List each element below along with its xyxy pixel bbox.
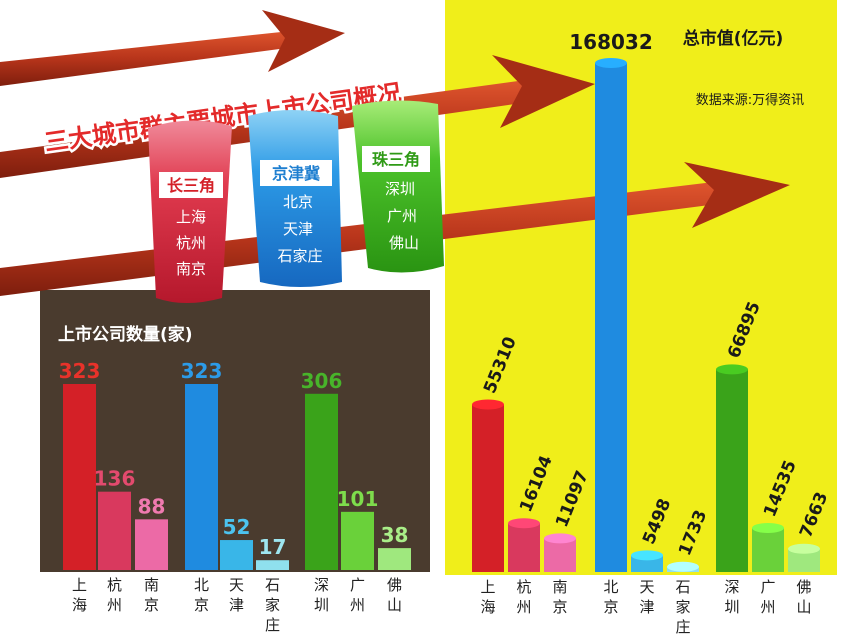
count-category-label: 津 (229, 596, 244, 614)
count-value-label: 17 (259, 535, 287, 559)
count-value-label: 323 (181, 359, 223, 383)
count-axis-background (0, 572, 445, 638)
count-category-label: 海 (72, 596, 87, 614)
count-category-label: 天 (229, 576, 244, 594)
count-category-label: 州 (107, 596, 122, 614)
count-value-label: 88 (138, 494, 166, 518)
count-bar (305, 393, 338, 570)
cap-bar-top (716, 364, 748, 375)
count-category-label: 家 (265, 596, 280, 614)
count-value-label: 38 (381, 523, 409, 547)
count-bar (63, 384, 96, 570)
cap-category-label: 圳 (724, 598, 739, 616)
cap-bar (752, 527, 784, 572)
group-name-pearl: 珠三角 (372, 150, 420, 169)
group-city: 天津 (283, 220, 313, 238)
count-category-label: 广 (350, 576, 365, 594)
cap-category-label: 州 (760, 598, 775, 616)
count-value-label: 136 (94, 467, 136, 491)
cap-bar (716, 369, 748, 572)
cap-bar (508, 523, 540, 572)
count-category-label: 北 (194, 576, 209, 594)
count-category-label: 圳 (314, 596, 329, 614)
cap-category-label: 家 (675, 598, 690, 616)
count-category-label: 京 (144, 596, 159, 614)
cap-category-label: 杭 (516, 578, 531, 596)
count-value-label: 306 (301, 369, 343, 393)
count-bar (135, 519, 168, 570)
cap-bar-top (595, 58, 627, 68)
cap-bar-top (631, 550, 663, 561)
cap-category-label: 津 (639, 598, 654, 616)
count-bar (256, 560, 289, 570)
cap-category-label: 广 (760, 578, 775, 596)
count-value-label: 101 (337, 487, 379, 511)
cap-category-label: 京 (552, 598, 567, 616)
cap-category-label: 州 (516, 598, 531, 616)
count-category-label: 上 (72, 576, 87, 594)
cap-bar-top (472, 399, 504, 410)
cap-bar (595, 63, 627, 572)
cap-bar-top (667, 561, 699, 572)
count-category-label: 山 (387, 596, 402, 614)
count-category-label: 南 (144, 576, 159, 594)
cap-axis-background (445, 575, 837, 638)
group-city: 广州 (387, 207, 417, 225)
count-category-label: 庄 (265, 616, 280, 634)
group-city: 佛山 (389, 234, 419, 252)
count-chart-title: 上市公司数量(家) (58, 324, 193, 345)
group-city: 上海 (176, 208, 206, 226)
cap-bar-top (508, 518, 540, 529)
cap-bar (472, 404, 504, 572)
group-city: 深圳 (385, 180, 415, 198)
cap-chart-title: 总市值(亿元) (683, 28, 784, 49)
cap-category-label: 海 (480, 598, 495, 616)
count-category-label: 佛 (387, 576, 402, 594)
group-city: 杭州 (176, 234, 206, 252)
cap-bar (788, 548, 820, 572)
cap-category-label: 佛 (796, 578, 811, 596)
arrow-top (0, 10, 345, 86)
cap-value-label: 168032 (569, 30, 653, 54)
cap-category-label: 北 (603, 578, 618, 596)
cap-category-label: 庄 (675, 618, 690, 636)
count-category-label: 京 (194, 596, 209, 614)
cap-bar-top (752, 522, 784, 533)
cap-category-label: 京 (603, 598, 618, 616)
count-bar (185, 384, 218, 570)
count-category-label: 杭 (107, 576, 122, 594)
group-tag-yangtze: 长三角 上海 杭州 南京 (148, 120, 232, 303)
cap-category-label: 深 (724, 578, 739, 596)
group-city: 北京 (283, 193, 313, 211)
count-category-label: 深 (314, 576, 329, 594)
cap-category-label: 南 (552, 578, 567, 596)
group-tag-pearl: 珠三角 深圳 广州 佛山 (352, 100, 444, 273)
count-category-label: 石 (265, 576, 280, 594)
count-value-label: 52 (223, 515, 251, 539)
group-name-yangtze: 长三角 (167, 176, 215, 195)
cap-bar (544, 538, 576, 572)
cap-category-label: 上 (480, 578, 495, 596)
count-bar (220, 540, 253, 570)
group-name-jingjinji: 京津冀 (272, 164, 320, 183)
group-city: 石家庄 (277, 247, 322, 265)
cap-category-label: 天 (639, 578, 654, 596)
group-city: 南京 (176, 260, 206, 278)
cap-bar-top (788, 543, 820, 554)
count-bar (98, 491, 131, 570)
cap-chart-source: 数据来源:万得资讯 (696, 92, 804, 108)
count-bar (378, 548, 411, 570)
count-value-label: 323 (59, 359, 101, 383)
cap-bar-top (544, 533, 576, 544)
count-category-label: 州 (350, 596, 365, 614)
count-bar (341, 511, 374, 570)
cap-category-label: 山 (796, 598, 811, 616)
cap-category-label: 石 (675, 578, 690, 596)
group-tag-jingjinji: 京津冀 北京 天津 石家庄 (248, 110, 342, 287)
